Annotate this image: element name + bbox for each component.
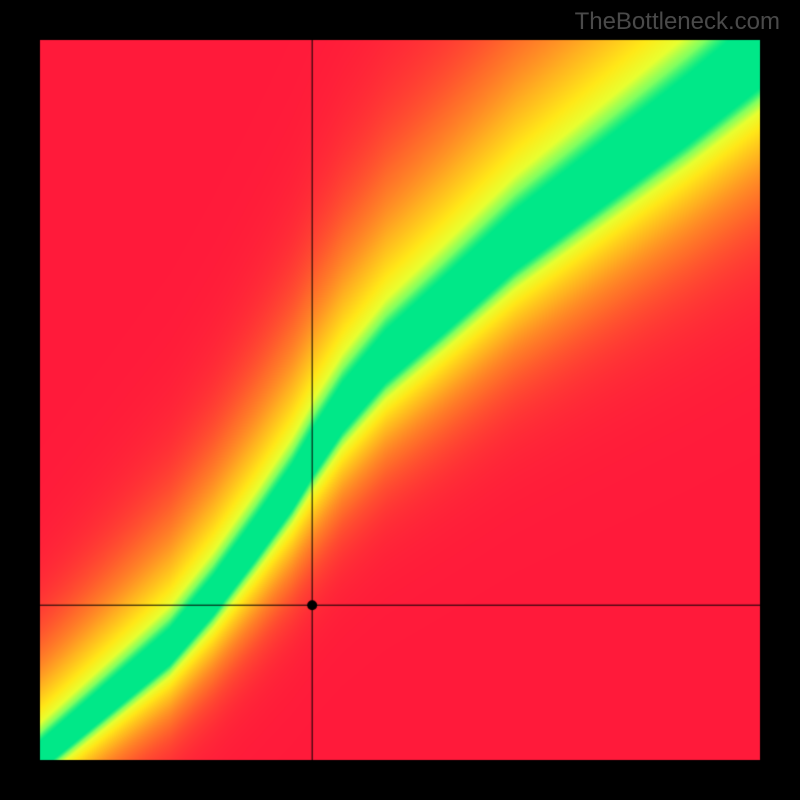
bottleneck-heatmap — [0, 0, 800, 800]
watermark-text: TheBottleneck.com — [575, 8, 780, 36]
chart-container: TheBottleneck.com — [0, 0, 800, 800]
